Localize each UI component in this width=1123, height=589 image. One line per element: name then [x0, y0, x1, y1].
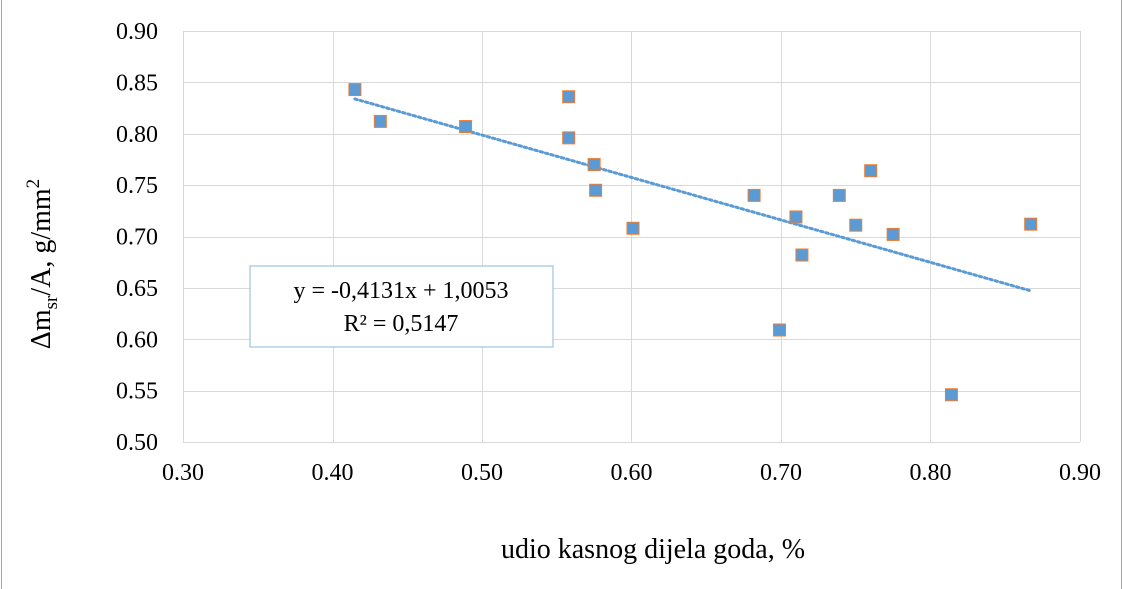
data-points — [348, 83, 1038, 402]
y-axis-title-prefix: Δm — [26, 309, 57, 349]
data-point — [789, 210, 803, 224]
data-point — [795, 248, 809, 262]
data-point — [348, 83, 362, 97]
x-tick-label: 0.80 — [910, 460, 952, 486]
x-tick-label: 0.60 — [611, 460, 653, 486]
x-tick-label: 0.70 — [760, 460, 802, 486]
y-tick-label: 0.60 — [116, 327, 158, 353]
y-axis-ticks: 0.50 0.55 0.60 0.65 0.70 0.75 0.80 0.85 0.90 — [116, 19, 158, 456]
x-axis-title: udio kasnog dijela goda, % — [501, 534, 805, 565]
data-point — [944, 388, 958, 402]
data-point — [459, 120, 473, 134]
data-point — [562, 131, 576, 145]
data-point — [562, 90, 576, 104]
data-point — [589, 183, 603, 197]
y-axis-title-middle: /A, g/mm — [26, 188, 57, 296]
data-point — [886, 227, 900, 241]
x-tick-label: 0.90 — [1059, 460, 1101, 486]
y-tick-label: 0.80 — [116, 122, 158, 148]
data-point — [773, 323, 787, 337]
y-tick-label: 0.75 — [116, 173, 158, 199]
data-point — [864, 164, 878, 178]
x-tick-label: 0.30 — [162, 460, 204, 486]
data-point — [832, 188, 846, 202]
equation-box-border — [249, 265, 554, 348]
y-axis-title: Δmsr/A, g/mm2 — [23, 179, 62, 349]
y-tick-label: 0.70 — [116, 225, 158, 251]
data-point — [1024, 217, 1038, 231]
y-tick-label: 0.50 — [116, 430, 158, 456]
data-point — [849, 218, 863, 232]
y-axis-title-superscript: 2 — [23, 179, 44, 189]
data-point — [587, 158, 601, 172]
x-tick-label: 0.40 — [312, 460, 354, 486]
data-point — [373, 114, 387, 128]
y-tick-label: 0.90 — [116, 19, 158, 45]
x-tick-label: 0.50 — [461, 460, 503, 486]
data-point — [626, 221, 640, 235]
trendline-equation: y = -0,4131x + 1,0053 — [293, 278, 508, 304]
y-tick-label: 0.65 — [116, 276, 158, 302]
x-axis-ticks: 0.30 0.40 0.50 0.60 0.70 0.80 0.90 — [162, 460, 1101, 486]
r-squared-label: R² = 0,5147 — [344, 311, 459, 337]
data-point — [747, 188, 761, 202]
y-tick-label: 0.85 — [116, 70, 158, 96]
equation-box: y = -0,4131x + 1,0053 R² = 0,5147 — [249, 265, 554, 348]
y-tick-label: 0.55 — [116, 379, 158, 405]
y-axis-title-subscript: sr — [41, 295, 62, 309]
